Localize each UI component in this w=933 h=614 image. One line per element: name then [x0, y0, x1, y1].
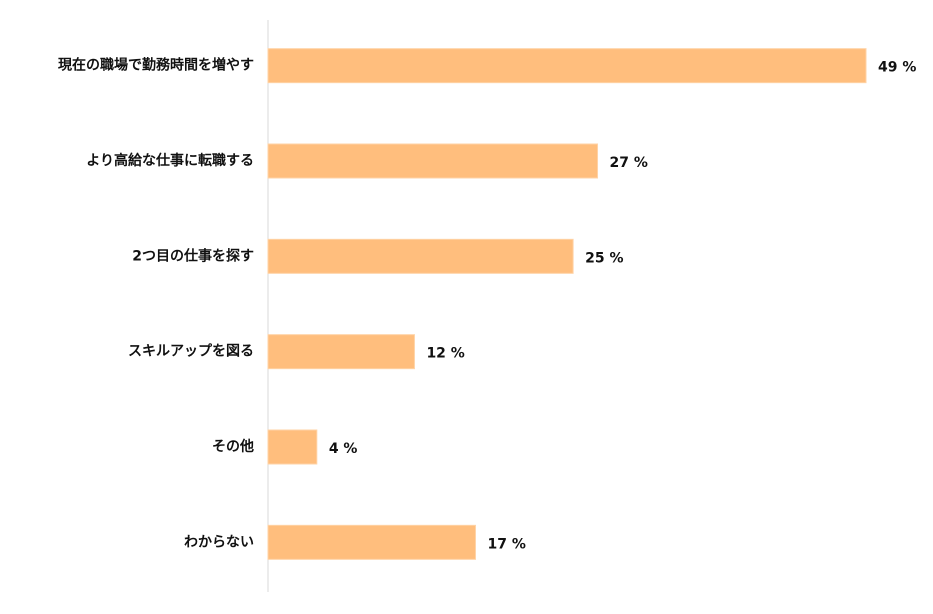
- value-label: 12 %: [426, 346, 464, 362]
- bar: [267, 429, 318, 465]
- category-label: 現在の職場で勤務時間を増やす: [58, 57, 254, 74]
- bar: [267, 524, 476, 560]
- category-label: わからない: [184, 534, 254, 550]
- bar: [267, 334, 415, 370]
- category-label: 2つ目の仕事を探す: [132, 247, 254, 264]
- category-label: スキルアップを図る: [128, 344, 254, 360]
- category-label: その他: [212, 438, 254, 455]
- value-label: 4 %: [329, 441, 358, 457]
- value-label: 49 %: [878, 60, 916, 76]
- value-label: 25 %: [585, 250, 623, 266]
- bar: [267, 48, 867, 84]
- bar: [267, 238, 574, 274]
- value-label: 27 %: [610, 155, 648, 171]
- bar: [267, 143, 599, 179]
- category-label: より高給な仕事に転職する: [86, 152, 254, 169]
- value-label: 17 %: [487, 536, 525, 552]
